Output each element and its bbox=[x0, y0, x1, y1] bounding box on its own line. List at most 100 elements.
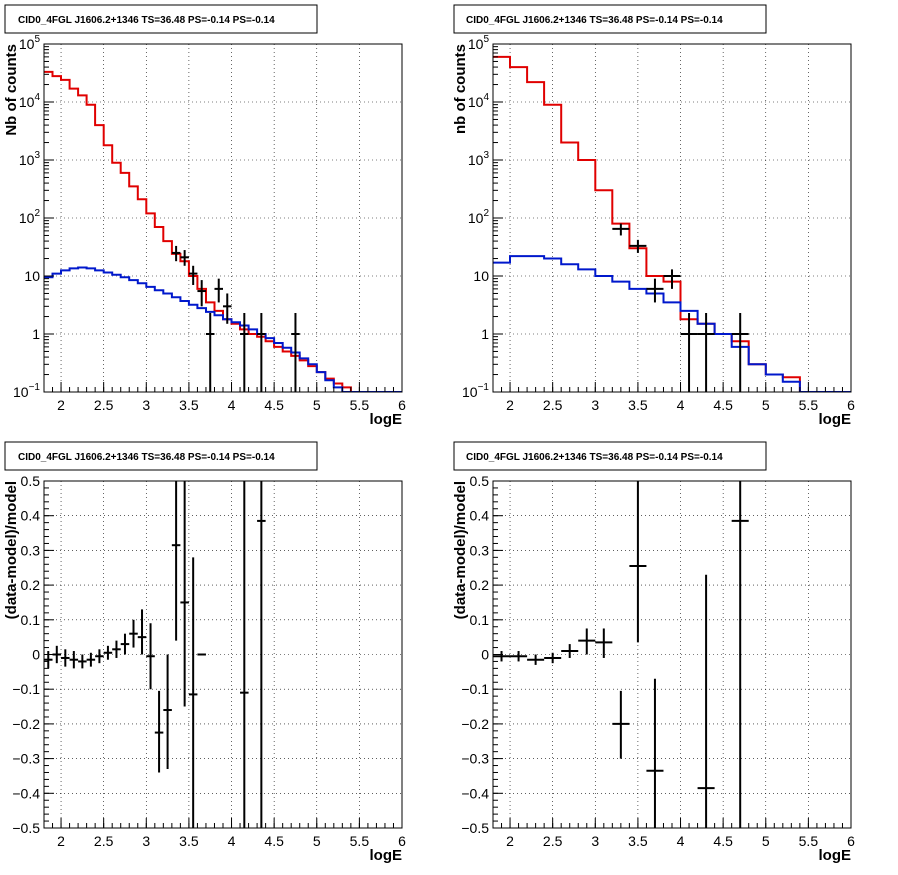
x-tick-label: 5 bbox=[313, 833, 321, 849]
y-tick-label: 102 bbox=[468, 208, 490, 226]
y-tick-exponent: 4 bbox=[34, 92, 40, 103]
grid bbox=[44, 44, 402, 392]
y-tick-label: −0.5 bbox=[461, 820, 489, 836]
y-tick-label: 0.5 bbox=[21, 473, 41, 489]
y-tick-base: 10 bbox=[468, 152, 484, 168]
x-axis: 2 2.5 3 3.5 4 4.5 5 5.5 6 bbox=[492, 818, 855, 849]
y-tick-label: −0.5 bbox=[12, 820, 40, 836]
y-tick-label: 0.5 bbox=[470, 473, 490, 489]
data-point bbox=[180, 481, 189, 707]
y-tick-label: −0.3 bbox=[461, 751, 489, 767]
data-point bbox=[646, 278, 664, 303]
y-tick-label: 0.2 bbox=[21, 577, 41, 593]
x-tick-label: 6 bbox=[847, 397, 855, 413]
panel-top-left: CID0_4FGL J1606.2+1346 TS=36.48 PS=-0.14… bbox=[3, 4, 406, 428]
x-axis-label: logE bbox=[819, 411, 852, 428]
grid bbox=[493, 44, 851, 392]
y-axis-label: nb of counts bbox=[452, 44, 469, 134]
chart-title: CID0_4FGL J1606.2+1346 TS=36.48 PS=-0.14… bbox=[18, 452, 275, 463]
x-tick-label: 2.5 bbox=[543, 397, 563, 413]
data-point bbox=[95, 649, 104, 664]
data-point bbox=[171, 245, 181, 262]
x-tick-label: 4 bbox=[677, 397, 685, 413]
x-tick-label: 4 bbox=[228, 397, 236, 413]
chart-title: CID0_4FGL J1606.2+1346 TS=36.48 PS=-0.14… bbox=[466, 452, 723, 463]
y-tick-base: 10 bbox=[473, 268, 489, 284]
panel-top-right: CID0_4FGL J1606.2+1346 TS=36.48 PS=-0.14… bbox=[452, 4, 855, 428]
y-tick-exponent: −1 bbox=[478, 382, 490, 393]
data-point bbox=[61, 649, 70, 667]
x-tick-label: 2.5 bbox=[543, 833, 563, 849]
y-tick-label: 10−1 bbox=[13, 382, 40, 400]
y-tick-base: 10 bbox=[19, 94, 35, 110]
data-point bbox=[629, 481, 647, 643]
x-tick-label: 3.5 bbox=[179, 833, 199, 849]
x-axis-label: logE bbox=[370, 411, 403, 428]
data-point bbox=[663, 269, 681, 289]
y-tick-base: 10 bbox=[468, 210, 484, 226]
data-point bbox=[180, 250, 189, 266]
chart-title: CID0_4FGL J1606.2+1346 TS=36.48 PS=-0.14… bbox=[18, 15, 275, 26]
y-tick-base: 1 bbox=[32, 326, 40, 342]
data-point bbox=[257, 481, 266, 828]
x-axis: 2 2.5 3 3.5 4 4.5 5 5.5 6 bbox=[43, 818, 406, 849]
x-tick-label: 4.5 bbox=[713, 833, 733, 849]
plot-area bbox=[44, 70, 402, 392]
y-axis-label: (data-model)/model bbox=[3, 481, 20, 619]
x-tick-label: 2.5 bbox=[94, 397, 114, 413]
x-tick-label: 6 bbox=[398, 397, 406, 413]
x-tick-label: 2 bbox=[57, 833, 65, 849]
x-tick-label: 3 bbox=[591, 833, 599, 849]
data-point bbox=[731, 481, 749, 828]
data-point bbox=[544, 652, 562, 664]
y-tick-exponent: 5 bbox=[34, 34, 40, 45]
y-tick-exponent: −1 bbox=[29, 382, 41, 393]
data-point bbox=[291, 313, 300, 392]
plot-area bbox=[493, 481, 749, 828]
panel-bottom-left: CID0_4FGL J1606.2+1346 TS=36.48 PS=-0.14… bbox=[3, 441, 406, 864]
y-tick-label: 10 bbox=[24, 268, 40, 284]
data-point bbox=[731, 313, 749, 392]
data-point bbox=[646, 678, 664, 828]
data-point bbox=[240, 313, 249, 392]
data-point bbox=[163, 654, 172, 770]
y-tick-base: 1 bbox=[481, 326, 489, 342]
data-point bbox=[129, 619, 138, 648]
data-point bbox=[493, 651, 511, 662]
title-box bbox=[4, 441, 318, 471]
x-tick-label: 5.5 bbox=[799, 833, 819, 849]
y-tick-exponent: 5 bbox=[483, 34, 489, 45]
panel-bottom-right: CID0_4FGL J1606.2+1346 TS=36.48 PS=-0.14… bbox=[452, 441, 855, 864]
y-tick-exponent: 4 bbox=[483, 92, 489, 103]
y-tick-label: 105 bbox=[19, 34, 41, 52]
x-axis: 2 2.5 3 3.5 4 4.5 5 5.5 6 bbox=[43, 382, 406, 413]
x-axis-label: logE bbox=[819, 847, 852, 864]
title-box bbox=[453, 4, 767, 34]
x-tick-label: 3.5 bbox=[628, 397, 648, 413]
title-box bbox=[453, 441, 767, 471]
y-tick-label: −0.2 bbox=[12, 716, 40, 732]
background-histogram-line bbox=[44, 266, 402, 392]
y-tick-label: −0.4 bbox=[461, 785, 489, 801]
y-tick-label: 10 bbox=[473, 268, 489, 284]
data-point bbox=[629, 239, 647, 253]
y-tick-base: 10 bbox=[13, 384, 29, 400]
x-tick-label: 2 bbox=[506, 397, 514, 413]
data-point bbox=[171, 481, 181, 641]
plot-area bbox=[493, 55, 851, 392]
y-tick-base: 10 bbox=[468, 94, 484, 110]
data-point bbox=[112, 640, 121, 658]
y-tick-label: 0 bbox=[32, 647, 40, 663]
x-tick-label: 3 bbox=[591, 397, 599, 413]
data-point bbox=[86, 652, 96, 667]
x-tick-label: 5 bbox=[313, 397, 321, 413]
x-tick-label: 2.5 bbox=[94, 833, 114, 849]
x-tick-label: 3 bbox=[142, 833, 150, 849]
y-tick-label: −0.2 bbox=[461, 716, 489, 732]
y-tick-exponent: 2 bbox=[34, 208, 40, 219]
y-tick-label: 0.3 bbox=[21, 542, 41, 558]
data-point bbox=[612, 690, 630, 759]
